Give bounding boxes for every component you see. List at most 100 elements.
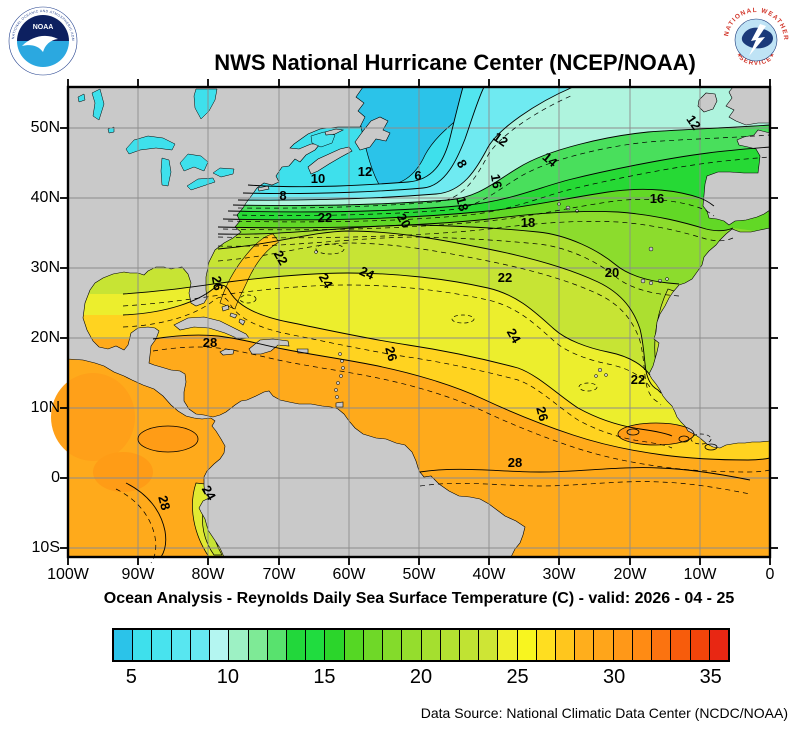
y-axis-tick-label: 0	[51, 469, 60, 486]
france-iberia	[702, 129, 771, 226]
y-axis-tick-label: 20N	[30, 329, 60, 346]
x-axis-tick-label: 10W	[683, 566, 717, 583]
colorbar-cell	[402, 630, 422, 660]
landmasses	[67, 86, 771, 558]
colorbar-cell	[383, 630, 403, 660]
x-axis-tick-label: 70W	[262, 566, 296, 583]
noaa-logo: NATIONAL OCEANIC AND ATMOSPHERIC ADMINIS…	[8, 6, 78, 76]
contour-label: 18	[453, 195, 471, 213]
colorbar-cell	[421, 630, 441, 660]
nova-scotia	[307, 146, 353, 175]
colorbar-cell	[613, 630, 633, 660]
contour-label: 24	[357, 263, 377, 283]
contour-label: 18	[521, 215, 535, 230]
colorbar-cell	[114, 630, 134, 660]
contour-label: 6	[414, 168, 421, 183]
colorbar-cell	[594, 630, 614, 660]
americas-landmass	[67, 86, 526, 558]
colorbar-tick-label: 15	[313, 666, 336, 688]
colorbar-cell	[248, 630, 268, 660]
colorbar-cell	[171, 630, 191, 660]
madeira	[648, 246, 654, 252]
long-island	[257, 185, 270, 192]
lake-winnipeg	[91, 88, 105, 121]
noaa-emblem-sea	[17, 41, 69, 67]
contour-label: 22	[498, 270, 512, 285]
contour-label: 12	[490, 129, 510, 150]
isotherm-contours	[115, 86, 771, 564]
x-axis-tick-label: 20W	[613, 566, 647, 583]
contour-label: 28	[508, 455, 522, 470]
data-source-credit: Data Source: National Climatic Data Cent…	[420, 705, 788, 721]
nws-star-right: ★	[769, 52, 774, 59]
james-bay	[193, 88, 218, 120]
colorbar-cell	[306, 630, 326, 660]
colorbar-cell	[440, 630, 460, 660]
colorbar-cell	[556, 630, 576, 660]
map-caption: Ocean Analysis - Reynolds Daily Sea Surf…	[103, 590, 735, 607]
nws-lightning-icon	[749, 24, 766, 56]
colorbar-tick-label: 25	[506, 666, 529, 688]
colorbar-cell	[536, 630, 557, 660]
contour-label: 16	[650, 191, 664, 206]
colorbar-cell	[210, 630, 230, 660]
contour-label: 28	[203, 335, 217, 350]
y-axis-tick-label: 10S	[31, 539, 60, 556]
axis-ticks	[60, 79, 778, 565]
contour-label: 8	[279, 188, 286, 203]
ireland	[697, 92, 718, 113]
noaa-bird-icon	[22, 35, 58, 52]
colorbar-tick-label: 5	[125, 666, 137, 688]
colorbar-cell	[286, 630, 307, 660]
colorbar-cell	[459, 630, 480, 660]
x-axis-tick-label: 100W	[47, 566, 89, 583]
colorbar-cell	[325, 630, 345, 660]
contour-label: 22	[631, 372, 645, 387]
colorbar-cell	[152, 630, 172, 660]
colorbar-cell	[133, 630, 153, 660]
x-axis-tick-label: 90W	[121, 566, 155, 583]
contour-label: 26	[533, 405, 551, 423]
contour-label: 26	[382, 345, 400, 363]
colorbar-tick-label: 20	[409, 666, 433, 688]
y-axis-tick-label: 50N	[30, 119, 60, 136]
bahamas	[221, 304, 246, 326]
y-axis-tick-label: 10N	[30, 399, 60, 416]
x-axis-tick-label: 40W	[472, 566, 506, 583]
colorbar-cell	[632, 630, 653, 660]
jamaica	[219, 348, 235, 356]
colorbar-cell	[517, 630, 537, 660]
y-axis-tick-label: 30N	[30, 259, 60, 276]
colorbar-tick-label: 35	[699, 666, 722, 688]
lake-ontario	[212, 167, 235, 178]
newfoundland-island	[354, 116, 391, 151]
colorbar-cell	[709, 630, 728, 660]
contour-label: 22	[318, 210, 332, 225]
contour-label: 10	[311, 171, 325, 186]
anticosti-island	[324, 128, 344, 136]
colorbar-tick-label: 10	[216, 666, 239, 688]
contour-label: 28	[155, 494, 173, 512]
lesser-antilles	[334, 352, 345, 399]
x-axis-tick-label: 60W	[332, 566, 366, 583]
colorbar-cell	[363, 630, 384, 660]
lake-michigan	[160, 157, 172, 187]
noaa-emblem-sky	[17, 15, 69, 41]
colorbar-cell	[229, 630, 249, 660]
colorbar-cell	[479, 630, 499, 660]
page-title: NWS National Hurricane Center (NCEP/NOAA…	[214, 50, 696, 75]
contour-label: 20	[394, 211, 414, 231]
colorbar-cell	[267, 630, 287, 660]
colorbar-cell	[671, 630, 691, 660]
contour-label: 12	[358, 164, 372, 179]
nws-star-left: ★	[737, 52, 742, 59]
colorbar-cell	[652, 630, 672, 660]
trinidad	[335, 401, 344, 408]
cape-verde-islands	[594, 367, 608, 378]
colorbar-cell	[344, 630, 364, 660]
colorbar-cell	[575, 630, 595, 660]
gulf-of-st-lawrence	[310, 131, 336, 148]
nws-logo: NATIONAL WEATHER SERVICE ★ ★	[721, 5, 791, 75]
